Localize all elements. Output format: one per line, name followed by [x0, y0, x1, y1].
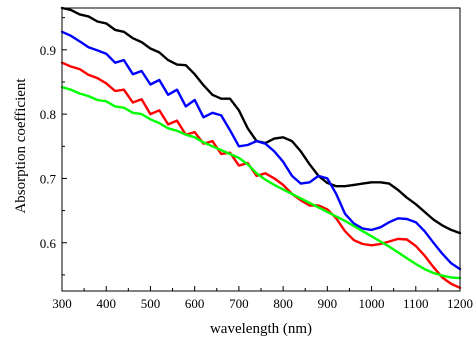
x-tick-label: 700	[229, 296, 249, 311]
x-tick-label: 400	[96, 296, 116, 311]
series-line-3	[60, 61, 462, 289]
x-tick-label: 1000	[359, 296, 385, 311]
x-tick-label: 900	[318, 296, 338, 311]
y-tick-label: 0.7	[40, 171, 57, 186]
x-tick-label: 1100	[403, 296, 429, 311]
y-axis: 0.6 0.7 0.8 0.9	[40, 17, 67, 276]
y-axis-title: Absorption coefficient	[13, 78, 29, 214]
x-axis-title: wavelength (nm)	[210, 321, 312, 337]
y-tick-label: 0.8	[40, 107, 56, 122]
plot-frame	[61, 7, 461, 292]
x-tick-label: 500	[141, 296, 161, 311]
series-layer	[60, 6, 462, 289]
y-tick-label: 0.9	[40, 43, 56, 58]
series-line-4	[60, 85, 462, 280]
x-tick-label: 600	[185, 296, 205, 311]
x-tick-label: 1200	[447, 296, 473, 311]
x-tick-label: 800	[273, 296, 293, 311]
y-tick-label: 0.6	[40, 236, 57, 251]
series-line-2	[60, 30, 462, 271]
x-tick-label: 300	[52, 296, 72, 311]
x-axis: 300 400 500 600 700 800 900 1000 1100 1200	[52, 286, 473, 311]
series-line-1	[60, 6, 462, 235]
